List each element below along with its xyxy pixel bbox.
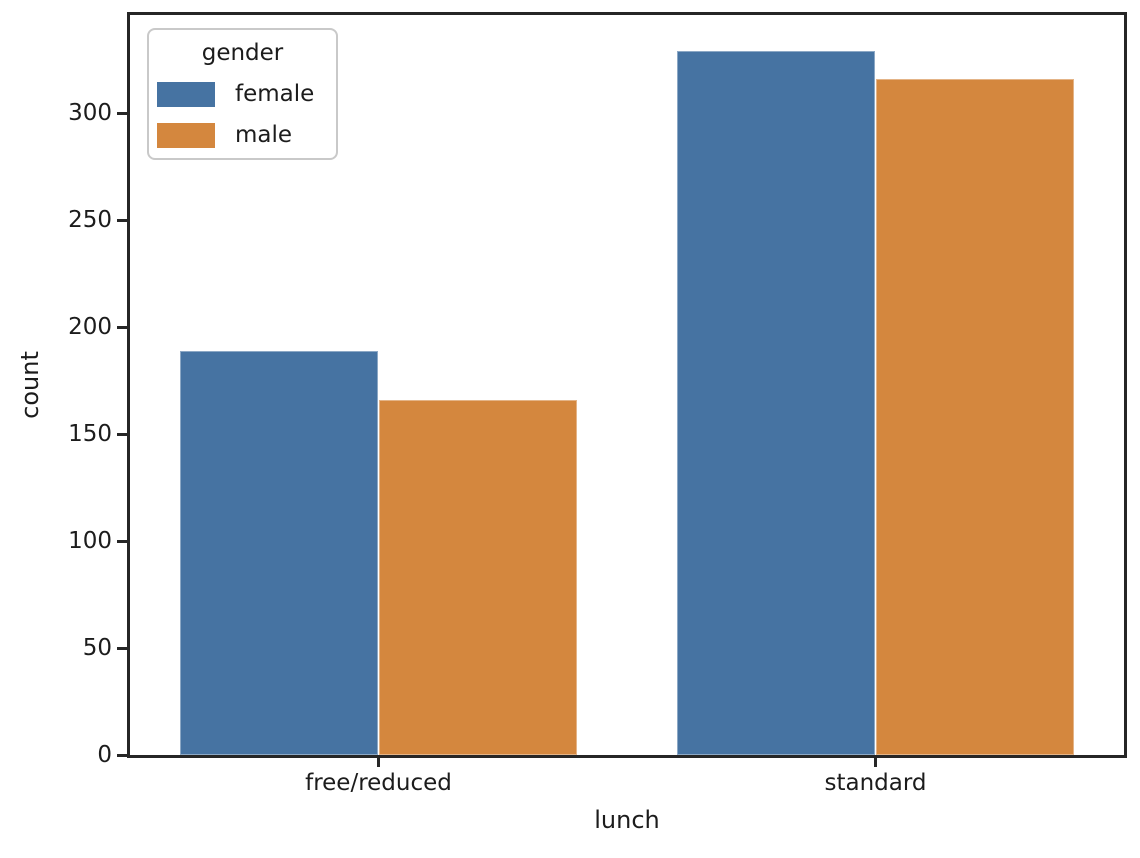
legend-entries: female male	[157, 81, 336, 148]
bar-free-reduced-female	[179, 350, 379, 755]
y-tick-label-100: 100	[68, 528, 112, 555]
x-tick-label-free-reduced: free/reduced	[305, 770, 452, 796]
y-tick-mark-150	[117, 432, 127, 436]
legend-label-male: male	[235, 122, 293, 148]
legend: gender female male	[147, 28, 338, 160]
bar-standard-female	[676, 51, 876, 755]
y-tick-mark-300	[117, 111, 127, 115]
y-tick-label-50: 50	[82, 635, 112, 662]
y-tick-mark-200	[117, 325, 127, 329]
x-tick-label-standard: standard	[824, 770, 927, 796]
y-tick-label-150: 150	[68, 421, 112, 448]
plot-area	[117, 12, 1127, 767]
y-tick-mark-100	[117, 539, 127, 543]
y-tick-mark-0	[117, 753, 127, 757]
bar-standard-male	[875, 79, 1075, 755]
legend-swatch-male	[157, 122, 215, 148]
x-tick-mark-free-reduced	[377, 755, 380, 767]
legend-title: gender	[201, 40, 284, 66]
y-tick-mark-50	[117, 646, 127, 650]
y-tick-label-300: 300	[68, 100, 112, 127]
y-tick-label-200: 200	[68, 314, 112, 341]
y-tick-mark-250	[117, 218, 127, 222]
legend-entry-female: female	[157, 81, 336, 107]
legend-label-female: female	[235, 81, 315, 107]
y-tick-label-250: 250	[68, 207, 112, 234]
y-tick-label-0: 0	[97, 742, 112, 768]
x-tick-mark-standard	[874, 755, 877, 767]
x-axis-label: lunch	[594, 806, 660, 834]
legend-entry-male: male	[157, 122, 336, 148]
legend-swatch-female	[157, 81, 215, 107]
bar-free-reduced-male	[378, 399, 578, 755]
